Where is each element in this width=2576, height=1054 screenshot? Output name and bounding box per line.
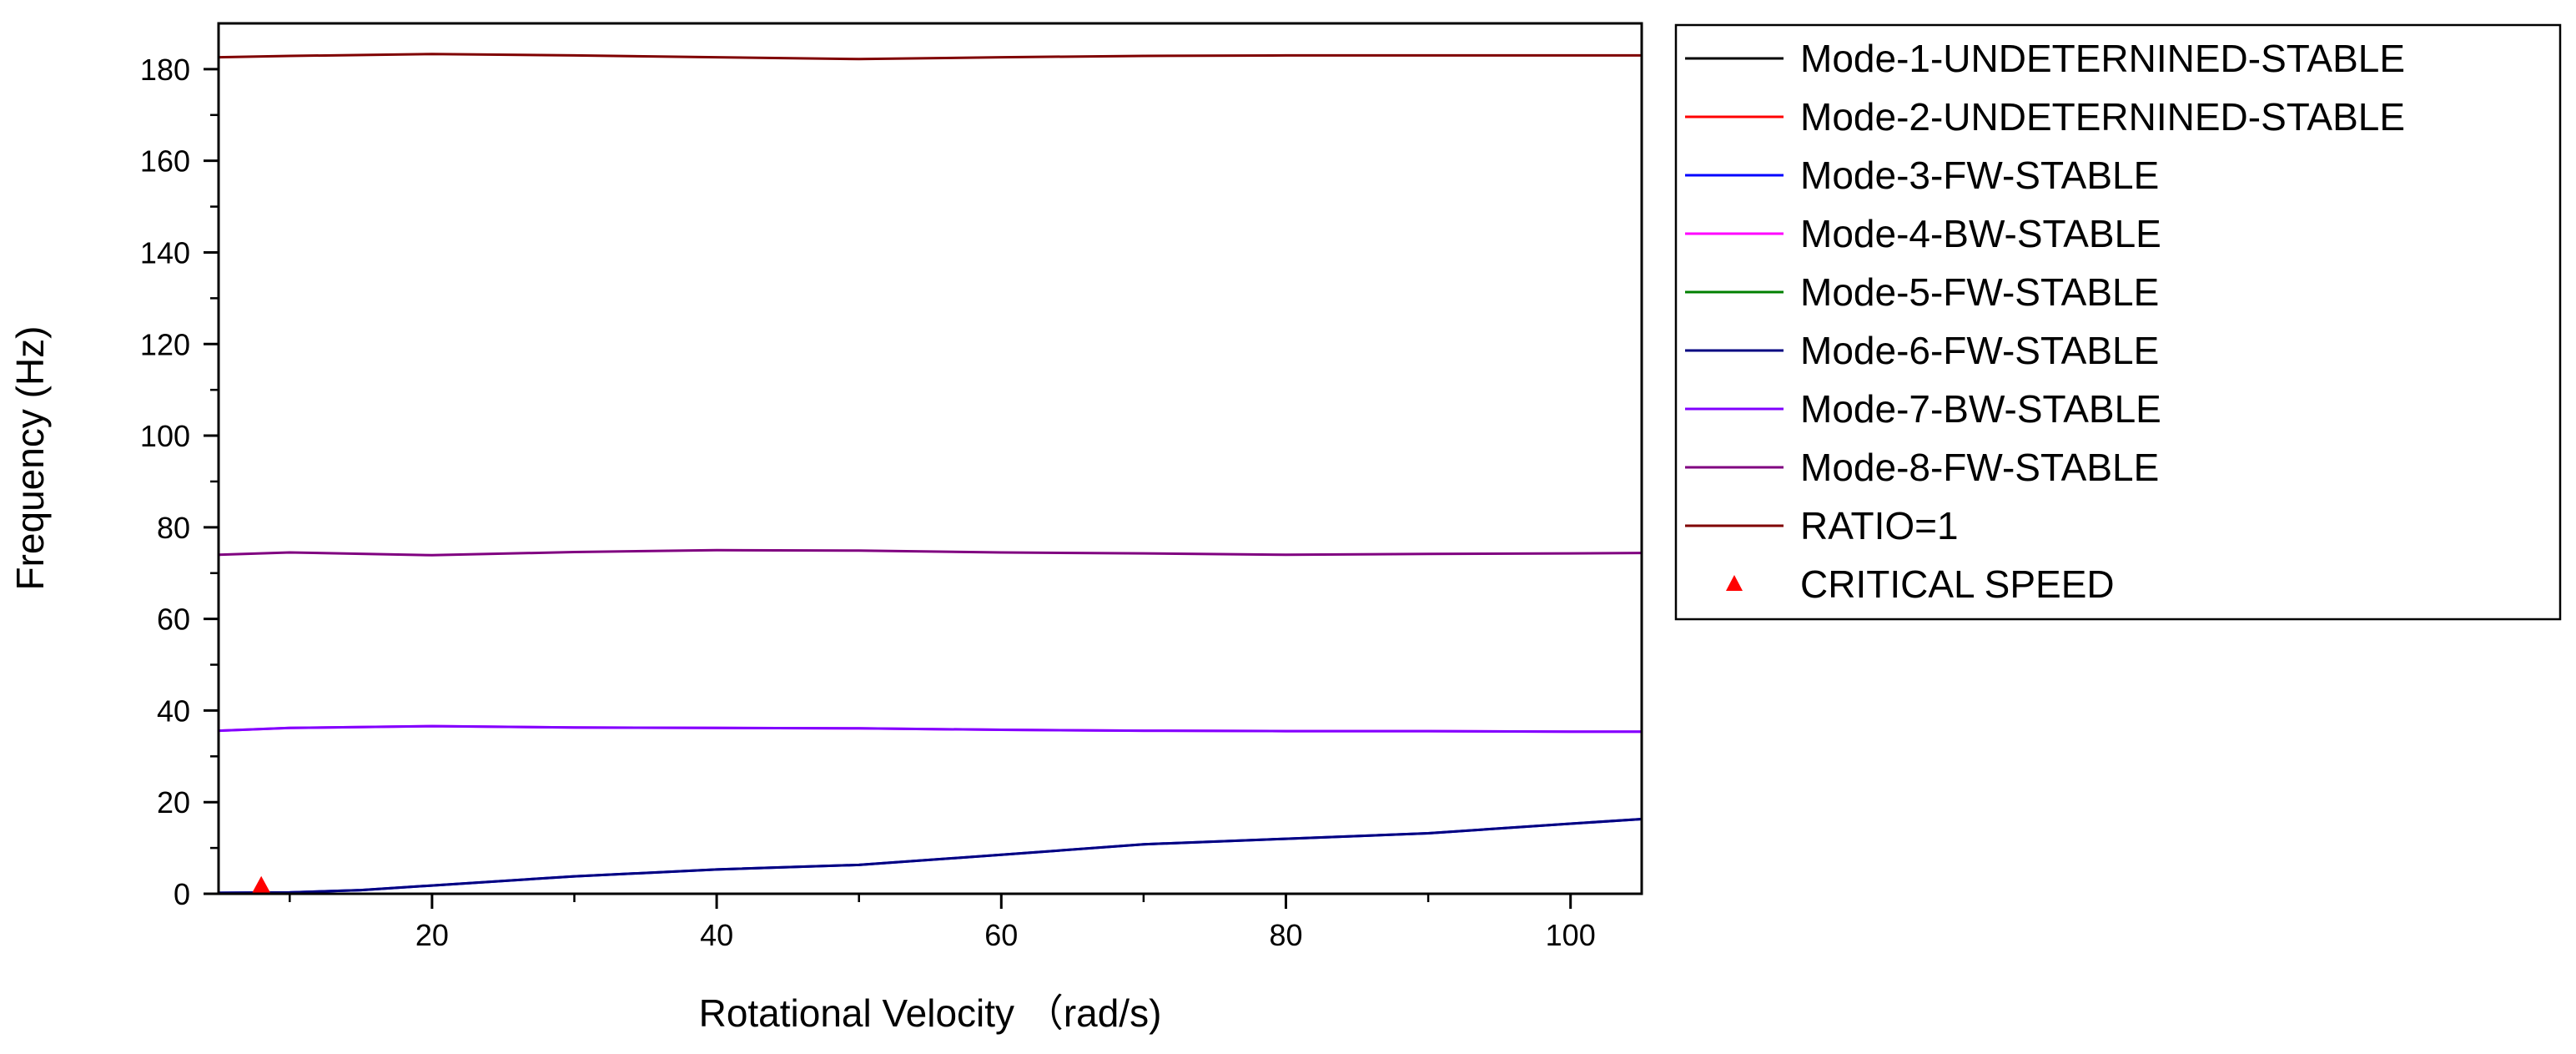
series-line-mode-8-fw-stable [218, 548, 1643, 557]
legend-box [1674, 23, 2562, 621]
y-tick-label: 0 [174, 877, 190, 911]
x-tick-label: 40 [700, 918, 733, 952]
x-tick-label: 80 [1269, 918, 1302, 952]
y-tick-label: 160 [140, 144, 190, 179]
legend-item: Mode-6-FW-STABLE [1685, 329, 2159, 372]
x-tick-label: 60 [984, 918, 1018, 952]
y-tick-label: 40 [157, 693, 190, 728]
legend-item: Mode-7-BW-STABLE [1685, 387, 2161, 431]
legend-item: Mode-2-UNDETERNINED-STABLE [1685, 95, 2405, 139]
legend-item: Mode-3-FW-STABLE [1685, 154, 2159, 197]
x-tick-label: 100 [1546, 918, 1596, 952]
marker-layer [251, 875, 272, 895]
series-line-mode-6-fw-stable [218, 818, 1643, 895]
plot-frame [217, 22, 1643, 895]
critical-speed-marker [251, 875, 272, 895]
legend-label: Mode-6-FW-STABLE [1800, 329, 2159, 372]
y-tick-label: 20 [157, 785, 190, 819]
legend-label: Mode-1-UNDETERNINED-STABLE [1800, 37, 2405, 80]
legend-label: CRITICAL SPEED [1800, 562, 2115, 606]
legend-label: Mode-2-UNDETERNINED-STABLE [1800, 95, 2405, 139]
legend-label: Mode-4-BW-STABLE [1800, 212, 2161, 255]
legend-label: Mode-5-FW-STABLE [1800, 270, 2159, 314]
legend-label: RATIO=1 [1800, 504, 1959, 547]
series-line-ratio-1 [218, 53, 1642, 61]
legend-item: CRITICAL SPEED [1726, 562, 2115, 606]
y-tick-label: 120 [140, 327, 190, 361]
y-tick-label: 60 [157, 603, 190, 637]
legend-label: Mode-7-BW-STABLE [1800, 387, 2161, 431]
legend: Mode-1-UNDETERNINED-STABLE Mode-2-UNDETER… [1674, 23, 2562, 621]
x-tick-label: 20 [415, 918, 449, 952]
tick-label-layer: 20 40 60 80 100 0 20 40 60 80 100 120 140 160 180 [140, 53, 1596, 952]
y-tick-label: 80 [157, 511, 190, 545]
y-tick-label: 140 [140, 235, 190, 270]
legend-item: RATIO=1 [1685, 504, 1959, 547]
legend-item: Mode-1-UNDETERNINED-STABLE [1685, 37, 2405, 80]
legend-item: Mode-8-FW-STABLE [1685, 446, 2159, 489]
series-layer [218, 53, 1643, 895]
legend-label: Mode-8-FW-STABLE [1800, 446, 2159, 489]
y-tick-label: 100 [140, 419, 190, 453]
legend-label: Mode-3-FW-STABLE [1800, 154, 2159, 197]
series-line-mode-7-bw-stable [218, 724, 1642, 734]
legend-item: Mode-5-FW-STABLE [1685, 270, 2159, 314]
tick-layer [204, 68, 1572, 909]
x-axis-label: Rotational Velocity （rad/s) [699, 991, 1162, 1035]
legend-item: Mode-4-BW-STABLE [1685, 212, 2161, 255]
y-tick-label: 180 [140, 53, 190, 87]
legend-marker-swatch [1726, 575, 1743, 591]
legend-items: Mode-1-UNDETERNINED-STABLE Mode-2-UNDETER… [1685, 37, 2405, 606]
series-line-mode-3-fw-stable [218, 818, 1643, 895]
y-axis-label: Frequency (Hz) [8, 326, 52, 591]
